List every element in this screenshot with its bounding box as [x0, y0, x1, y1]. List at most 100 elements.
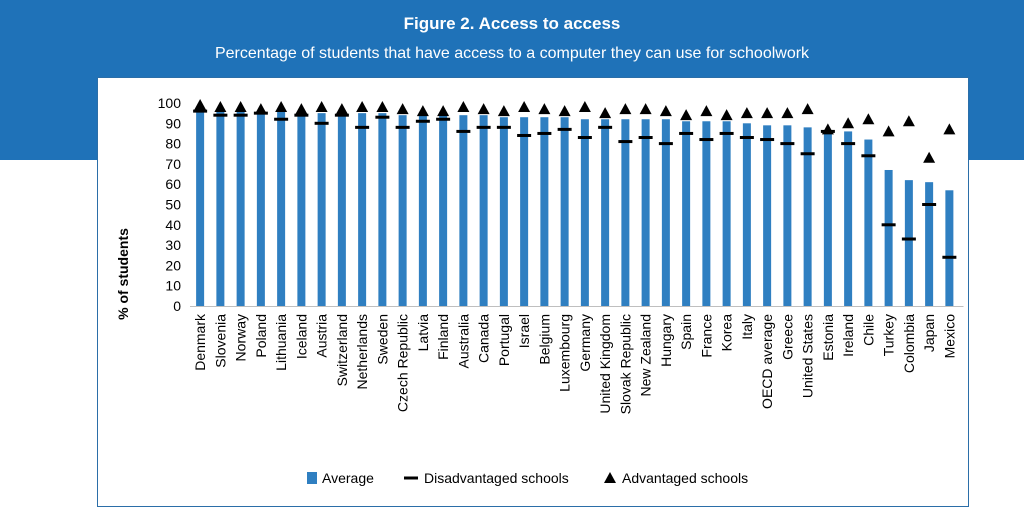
marker-advantaged [599, 107, 612, 119]
x-tick-label: Sweden [374, 314, 390, 365]
x-tick-label: Portugal [496, 314, 512, 366]
y-tick-label: 50 [165, 197, 181, 213]
marker-disadvantaged [436, 117, 451, 121]
x-tick-label: Korea [719, 314, 735, 352]
x-tick-label: Chile [860, 314, 876, 346]
y-tick-label: 40 [165, 217, 181, 233]
marker-disadvantaged [598, 125, 613, 129]
marker-advantaged [295, 103, 308, 115]
bar-average [317, 113, 326, 307]
x-tick-label: Austria [314, 314, 330, 358]
x-tick-label: Hungary [658, 314, 674, 367]
bar-average [540, 117, 549, 307]
marker-disadvantaged [517, 133, 532, 137]
bar-average [297, 111, 306, 306]
bar-average [702, 121, 711, 306]
marker-advantaged [518, 101, 531, 113]
bar-average [479, 115, 488, 307]
legend-swatch-advantaged [604, 472, 616, 483]
marker-disadvantaged [557, 127, 572, 131]
bar-average [499, 117, 508, 307]
marker-disadvantaged [760, 138, 775, 142]
marker-disadvantaged [274, 117, 289, 121]
bar-average [439, 115, 448, 307]
marker-advantaged [680, 109, 693, 121]
bars-layer [196, 107, 954, 307]
marker-advantaged [639, 103, 652, 115]
bar-average [358, 113, 367, 307]
x-tick-label: Greece [779, 314, 795, 360]
marker-advantaged [254, 103, 267, 115]
marker-disadvantaged [800, 152, 815, 156]
x-tick-label: New Zealand [638, 314, 654, 397]
marker-advantaged [457, 101, 470, 113]
x-tick-label: Slovenia [212, 314, 228, 368]
x-tick-label: Italy [739, 314, 755, 340]
marker-advantaged [821, 123, 834, 135]
bar-average [722, 121, 731, 306]
marker-advantaged [902, 115, 915, 127]
x-tick-label: Norway [233, 314, 249, 361]
bar-average [337, 113, 346, 307]
marker-advantaged [740, 107, 753, 119]
bar-average [520, 117, 529, 307]
legend-label-disadvantaged: Disadvantaged schools [424, 470, 569, 486]
marker-disadvantaged [780, 142, 795, 146]
x-tick-label: France [698, 314, 714, 358]
y-tick-label: 30 [165, 237, 181, 253]
marker-advantaged [781, 107, 794, 119]
marker-advantaged [842, 117, 855, 129]
bar-average [601, 119, 610, 306]
marker-disadvantaged [901, 237, 916, 241]
marker-disadvantaged [739, 136, 754, 140]
bar-average [884, 169, 893, 306]
marker-advantaged [214, 101, 227, 113]
y-tick-label: 80 [165, 136, 181, 152]
marker-advantaged [356, 101, 369, 113]
marker-disadvantaged [314, 121, 329, 125]
y-tick-label: 90 [165, 115, 181, 131]
marker-disadvantaged [537, 131, 552, 135]
marker-disadvantaged [638, 136, 653, 140]
marker-advantaged [700, 105, 713, 117]
bar-average [682, 121, 691, 306]
x-tick-label: Mexico [941, 314, 957, 359]
marker-disadvantaged [334, 113, 349, 117]
marker-disadvantaged [395, 125, 410, 129]
x-tick-label: Ireland [840, 314, 856, 357]
marker-advantaged [416, 105, 429, 117]
marker-advantaged [335, 103, 348, 115]
bar-average [844, 131, 853, 306]
x-tick-label: Switzerland [334, 314, 350, 386]
bar-average [641, 119, 650, 306]
x-tick-label: Colombia [901, 314, 917, 373]
marker-advantaged [275, 101, 288, 113]
bar-average [216, 111, 225, 306]
x-tick-label: Poland [253, 314, 269, 358]
chart-svg: 0 10 20 30 40 50 60 70 80 90 100 Denmark Slovenia No… [115, 95, 964, 486]
marker-disadvantaged [193, 109, 208, 113]
bar-average [823, 131, 832, 306]
y-tick-label: 10 [165, 278, 181, 294]
marker-advantaged [882, 125, 895, 137]
legend: Average Disadvantaged schools Advantaged s… [307, 470, 748, 486]
x-tick-label: Lithuania [273, 314, 289, 371]
marker-disadvantaged [233, 113, 248, 117]
x-tick-label: Israel [516, 314, 532, 348]
bar-average [925, 182, 934, 306]
marker-disadvantaged [294, 113, 309, 117]
bar-average [196, 107, 205, 306]
x-tick-label: Netherlands [354, 314, 370, 390]
marker-advantaged [578, 101, 591, 113]
marker-disadvantaged [942, 255, 957, 259]
disadvantaged-markers-layer [193, 109, 957, 259]
marker-advantaged [923, 151, 936, 163]
bar-average [398, 115, 407, 307]
x-tick-label: Czech Republic [395, 314, 411, 412]
bar-average [783, 125, 792, 306]
x-tick-label: OECD average [759, 314, 775, 409]
marker-disadvantaged [415, 119, 430, 123]
marker-disadvantaged [355, 125, 370, 129]
figure-title: Figure 2. Access to access [403, 14, 621, 33]
x-tick-label: Belgium [536, 314, 552, 365]
